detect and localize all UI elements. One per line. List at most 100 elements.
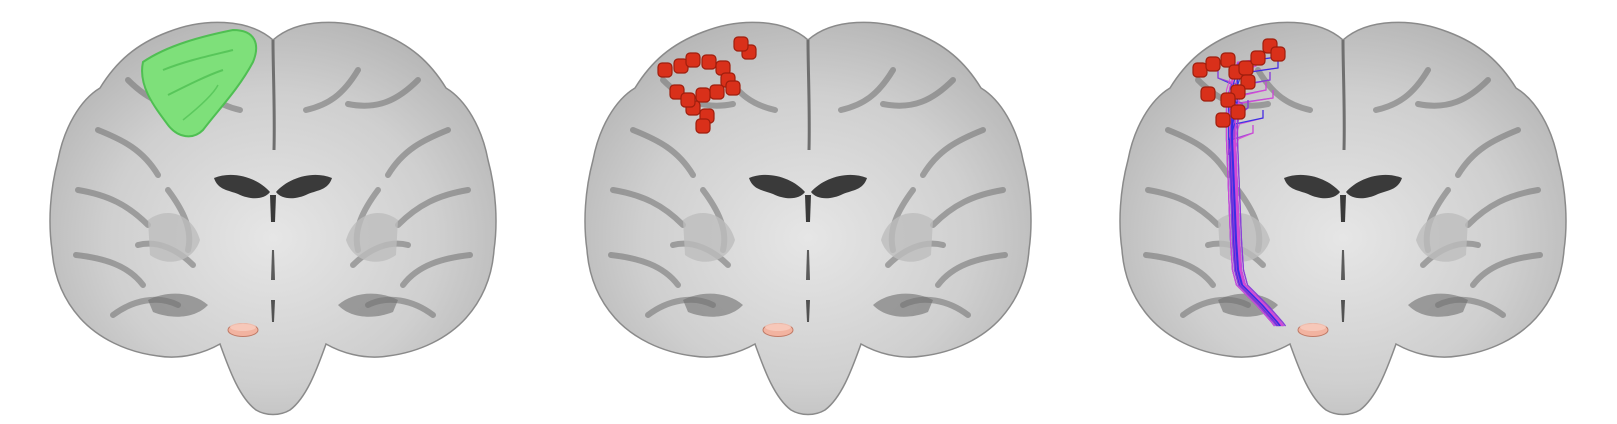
third-ventricle (271, 250, 275, 280)
cerebral-aqueduct (1341, 300, 1345, 322)
sulcus (1255, 67, 1313, 113)
third-ventricle (1341, 250, 1345, 280)
brain-slice-tracts (1119, 21, 1567, 416)
lateral-ventricle-right (276, 174, 332, 199)
seed-blob (709, 84, 725, 100)
interhemispheric-fissure (271, 39, 276, 151)
target-nucleus (227, 323, 259, 337)
sulcus (838, 67, 896, 113)
brain-panel-tracts (1088, 0, 1608, 424)
brain-slice-endpoints (584, 21, 1032, 416)
sulcus (935, 252, 1008, 288)
insula-right (881, 212, 933, 262)
interhemispheric-fissure (806, 39, 811, 151)
temporal-horn-right (873, 293, 933, 317)
sulcus (75, 187, 151, 228)
seed-blob (680, 92, 696, 108)
sulcus (608, 252, 681, 288)
seed-blob (701, 54, 717, 70)
sulcus (395, 187, 471, 228)
sulcus (73, 252, 146, 288)
coronal-brain-slice (584, 21, 1032, 416)
septum-gap (805, 195, 811, 222)
insula-left (148, 212, 200, 262)
sulcus (1455, 127, 1521, 178)
lateral-ventricle-left (214, 174, 270, 199)
temporal-horn-left (683, 293, 743, 317)
sulcus (610, 187, 686, 228)
roi-fold (182, 84, 219, 121)
seed-blob (1230, 104, 1246, 120)
target-highlight (230, 323, 256, 331)
temporal-horn-left (148, 293, 208, 317)
target-highlight (1300, 323, 1326, 331)
roi-fold (162, 49, 234, 71)
cerebral-aqueduct (806, 300, 810, 322)
lateral-ventricle-left (749, 174, 805, 199)
temporal-horn-right (1408, 293, 1468, 317)
sulcus (920, 127, 986, 178)
lateral-ventricle-right (811, 174, 867, 199)
lateral-ventricle-left (1284, 174, 1340, 199)
seed-blob (669, 84, 685, 100)
target-nucleus (1297, 323, 1329, 337)
red-seed-blobs (657, 36, 757, 134)
seed-blob (695, 118, 711, 134)
target-nucleus (762, 323, 794, 337)
roi-fold (167, 69, 224, 96)
seed-blob (1192, 62, 1208, 78)
sulcus (1470, 252, 1543, 288)
seed-blob (1220, 52, 1236, 68)
streamline (1232, 90, 1286, 327)
brain-panel-roi (18, 0, 538, 424)
septum-gap (1340, 195, 1346, 222)
coronal-brain-slice (49, 21, 497, 416)
sulcus (95, 127, 161, 178)
interhemispheric-fissure (1341, 39, 1346, 151)
streamline (1228, 110, 1278, 327)
sulcus (345, 77, 421, 109)
sulcus (385, 127, 451, 178)
streamline (1233, 110, 1283, 327)
seed-blob (1240, 74, 1256, 90)
seed-blob (657, 62, 673, 78)
streamline (1227, 125, 1277, 327)
third-ventricle (806, 250, 810, 280)
sulcus (303, 67, 361, 113)
roi-green-surface (141, 28, 258, 138)
seed-blob (685, 52, 701, 68)
seed-blob (695, 87, 711, 103)
sulcus (400, 252, 473, 288)
seed-blob (1215, 112, 1231, 128)
streamline (1231, 90, 1281, 327)
sulcus (1145, 187, 1221, 228)
sulcus (1465, 187, 1541, 228)
septum-gap (270, 195, 276, 222)
insula-left (683, 212, 735, 262)
seed-blob (1270, 46, 1286, 62)
streamline (1232, 125, 1282, 327)
brain-panel-endpoints (553, 0, 1073, 424)
roi-surface (141, 28, 258, 138)
red-seed-blobs (1192, 38, 1286, 128)
sulcus (930, 187, 1006, 228)
brain-slice-roi (49, 21, 497, 416)
sulcus (1415, 77, 1491, 109)
sulcus (1373, 67, 1431, 113)
target-highlight (765, 323, 791, 331)
seed-blob (725, 80, 741, 96)
insula-right (346, 212, 398, 262)
sulcus (1143, 252, 1216, 288)
seed-blob (1205, 56, 1221, 72)
sulcus (880, 77, 956, 109)
seed-blob (1220, 92, 1236, 108)
sulcus (630, 127, 696, 178)
temporal-horn-right (338, 293, 398, 317)
sulcus (1165, 127, 1231, 178)
insula-right (1416, 212, 1468, 262)
seed-blob (1200, 86, 1216, 102)
seed-blob (1250, 50, 1266, 66)
cerebral-aqueduct (271, 300, 275, 322)
coronal-brain-slice (1119, 21, 1567, 416)
lateral-ventricle-right (1346, 174, 1402, 199)
